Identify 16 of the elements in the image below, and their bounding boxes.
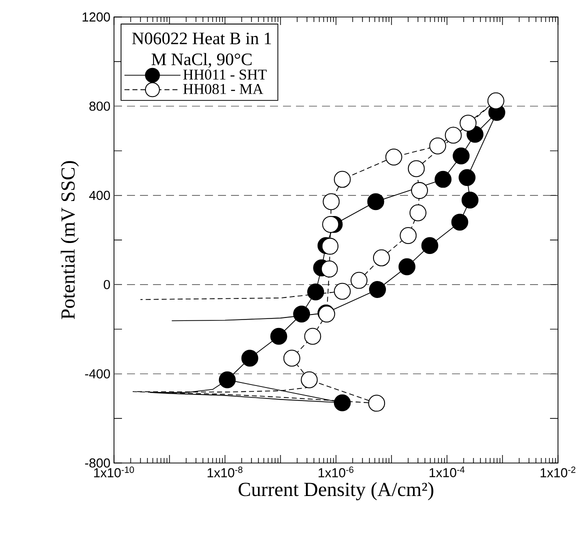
y-axis-title: Potential (mV SSC) [60,161,79,320]
x-tick-label: 1x10$^{-4}$ [430,466,465,478]
y-tick-label: -800 [85,458,110,468]
y-tick-label: 800 [89,102,110,111]
y-tick-label: 400 [89,190,110,200]
x-tick-label: 1x10$^{-10}$ [94,466,134,478]
x-tick-label: 1x10$^{-8}$ [208,466,242,478]
x-tick-label: 1x10$^{-2}$ [540,466,576,478]
legend-title: N06022 Heat B in 1 M NaCl, 90°C [132,32,271,68]
y-tick-label: 0 [104,280,110,290]
y-tick-label: -400 [85,369,110,378]
x-tick-label: 1x10$^{-6}$ [318,466,354,478]
x-axis-title: Current Density (A/cm²) [238,482,434,500]
legend-label: HH011 - SHT [183,70,267,80]
legend-label: HH081 - MA [183,84,264,94]
y-tick-label: 1200 [82,12,110,22]
